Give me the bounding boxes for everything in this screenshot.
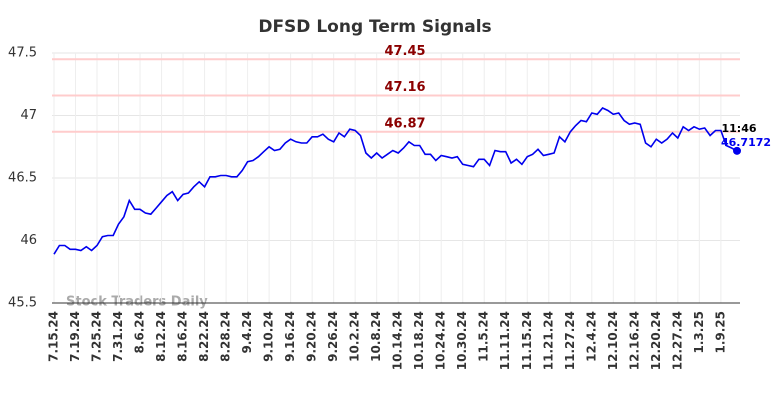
x-tick-label: 1.9.25 <box>713 311 727 354</box>
x-tick-label: 9.10.24 <box>262 311 276 362</box>
y-tick-label: 45.5 <box>8 296 37 311</box>
last-point <box>733 146 741 155</box>
x-tick-label: 9.20.24 <box>305 311 319 362</box>
y-tick-label: 46 <box>20 233 37 248</box>
x-tick-label: 10.18.24 <box>412 311 426 370</box>
x-tick-label: 7.25.24 <box>90 311 104 362</box>
last-time: 11:46 <box>721 122 756 135</box>
x-tick-label: 10.14.24 <box>391 311 405 370</box>
x-tick-label: 8.6.24 <box>133 311 147 354</box>
x-tick-label: 12.20.24 <box>649 311 663 370</box>
x-tick-label: 10.30.24 <box>455 311 469 370</box>
x-tick-label: 10.24.24 <box>434 311 448 370</box>
x-tick-label: 7.31.24 <box>111 311 125 362</box>
x-tick-label: 12.4.24 <box>584 311 598 362</box>
x-tick-label: 11.27.24 <box>563 311 577 370</box>
x-tick-label: 1.3.25 <box>692 311 706 354</box>
chart-title: DFSD Long Term Signals <box>258 17 491 37</box>
y-tick-label: 47 <box>20 108 37 123</box>
y-tick-label: 46.5 <box>8 171 37 186</box>
reference-label: 47.16 <box>384 80 425 95</box>
x-tick-label: 12.16.24 <box>627 311 641 370</box>
x-tick-label: 8.28.24 <box>219 311 233 362</box>
x-tick-label: 7.15.24 <box>47 311 61 362</box>
x-tick-label: 7.19.24 <box>68 311 82 362</box>
price-line <box>53 107 738 255</box>
x-tick-label: 8.16.24 <box>176 311 190 362</box>
x-tick-label: 9.4.24 <box>240 311 254 354</box>
x-tick-label: 10.8.24 <box>369 311 383 362</box>
x-tick-label: 9.16.24 <box>283 311 297 362</box>
reference-label: 46.87 <box>384 116 425 131</box>
x-tick-label: 11.21.24 <box>541 311 555 370</box>
x-tick-label: 8.22.24 <box>197 311 211 362</box>
x-tick-label: 9.26.24 <box>326 311 340 362</box>
x-tick-label: 12.10.24 <box>606 311 620 370</box>
x-tick-label: 11.11.24 <box>498 311 512 370</box>
x-tick-label: 10.2.24 <box>348 311 362 362</box>
watermark: Stock Traders Daily <box>66 295 208 310</box>
last-value: 46.7172 <box>721 136 771 149</box>
y-tick-label: 47.5 <box>8 46 37 61</box>
x-tick-label: 11.15.24 <box>520 311 534 370</box>
x-tick-label: 8.12.24 <box>154 311 168 362</box>
x-tick-label: 12.27.24 <box>670 311 684 370</box>
x-tick-label: 11.5.24 <box>477 311 491 362</box>
reference-label: 47.45 <box>384 44 425 59</box>
